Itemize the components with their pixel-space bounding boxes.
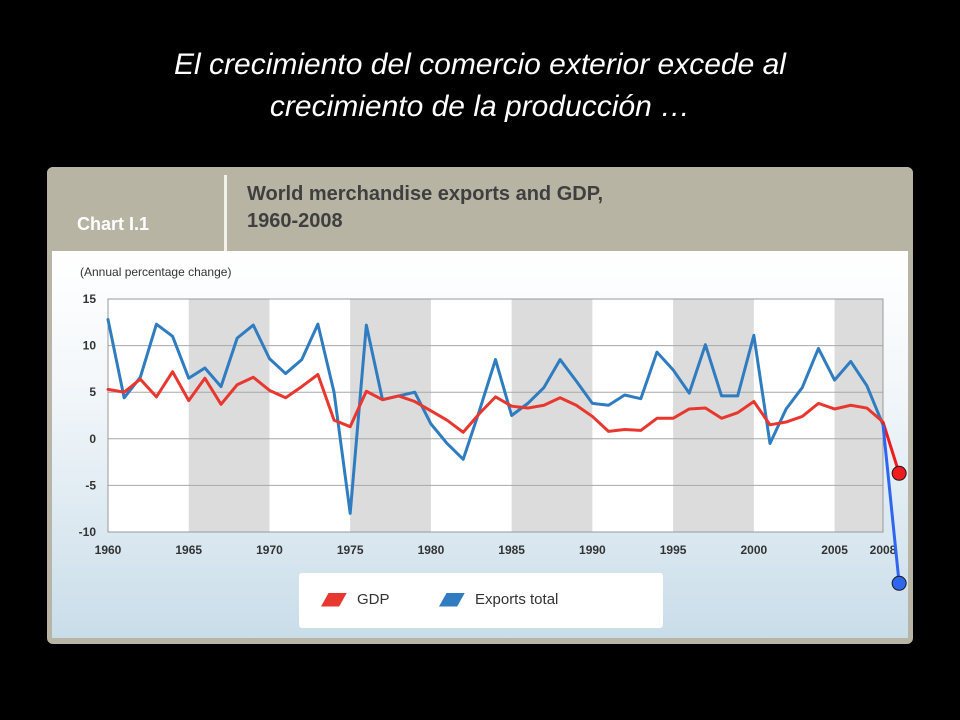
y-axis-label: (Annual percentage change): [80, 265, 231, 279]
header-divider: [224, 175, 227, 251]
y-tick-labels: 15 10 5 0 -5 -10: [79, 292, 97, 539]
slide-title-line-2: crecimiento de la producción …: [269, 90, 691, 123]
legend-item-gdp: GDP: [321, 591, 390, 608]
legend-swatch-exports: [439, 592, 465, 607]
x-tick-label: 1985: [498, 543, 525, 557]
chart-header: Chart I.1 World merchandise exports and …: [47, 167, 913, 251]
x-tick-label: 1975: [337, 543, 364, 557]
chart-title-line-1: World merchandise exports and GDP,: [247, 183, 604, 205]
chart-title-line-2: 1960-2008: [247, 210, 343, 232]
projection-layer: [881, 421, 907, 591]
y-tick-label: 10: [83, 339, 97, 353]
x-tick-label: 1960: [95, 543, 122, 557]
shaded-band: [673, 299, 754, 532]
x-tick-label: 2000: [740, 543, 767, 557]
x-tick-labels: 1960 1965 1970 1975 1980 1985 1990 1995 2000 2005…: [95, 543, 897, 557]
legend-item-exports: Exports total: [439, 591, 558, 608]
legend-swatch-gdp: [321, 592, 347, 607]
gdp-projection-line: [881, 421, 901, 474]
x-tick-label: 1965: [175, 543, 202, 557]
shaded-band: [350, 299, 431, 532]
y-tick-label: -10: [79, 525, 97, 539]
series-layer: [106, 318, 885, 515]
legend-label-exports: Exports total: [475, 591, 559, 608]
legend-label-gdp: GDP: [357, 591, 390, 608]
y-tick-label: 0: [89, 432, 96, 446]
x-tick-label: 1970: [256, 543, 283, 557]
x-tick-label: 2005: [821, 543, 848, 557]
x-tick-label: 1990: [579, 543, 606, 557]
plot-frame: [107, 298, 884, 533]
x-tick-label: 1995: [660, 543, 687, 557]
y-tick-label: 15: [83, 292, 97, 306]
x-tick-label: 2008: [870, 543, 897, 557]
shaded-band: [511, 299, 593, 532]
shaded-band: [188, 299, 270, 532]
chart-id-label: Chart I.1: [77, 214, 150, 234]
slide-title-line-1: El crecimiento del comercio exterior exc…: [174, 48, 786, 81]
chart-title: World merchandise exports and GDP, 1960-…: [247, 181, 603, 235]
gdp-projection-marker: [891, 465, 907, 481]
exports-projection-line: [881, 424, 901, 584]
y-tick-label: -5: [85, 478, 96, 492]
exports-projection-marker: [891, 575, 907, 591]
x-tick-label: 1980: [418, 543, 445, 557]
exports-line: [106, 318, 885, 515]
gdp-line: [106, 370, 885, 434]
y-tick-label: 5: [89, 385, 96, 399]
legend: GDP Exports total: [299, 573, 663, 628]
slide-title: El crecimiento del comercio exterior exc…: [0, 44, 960, 128]
